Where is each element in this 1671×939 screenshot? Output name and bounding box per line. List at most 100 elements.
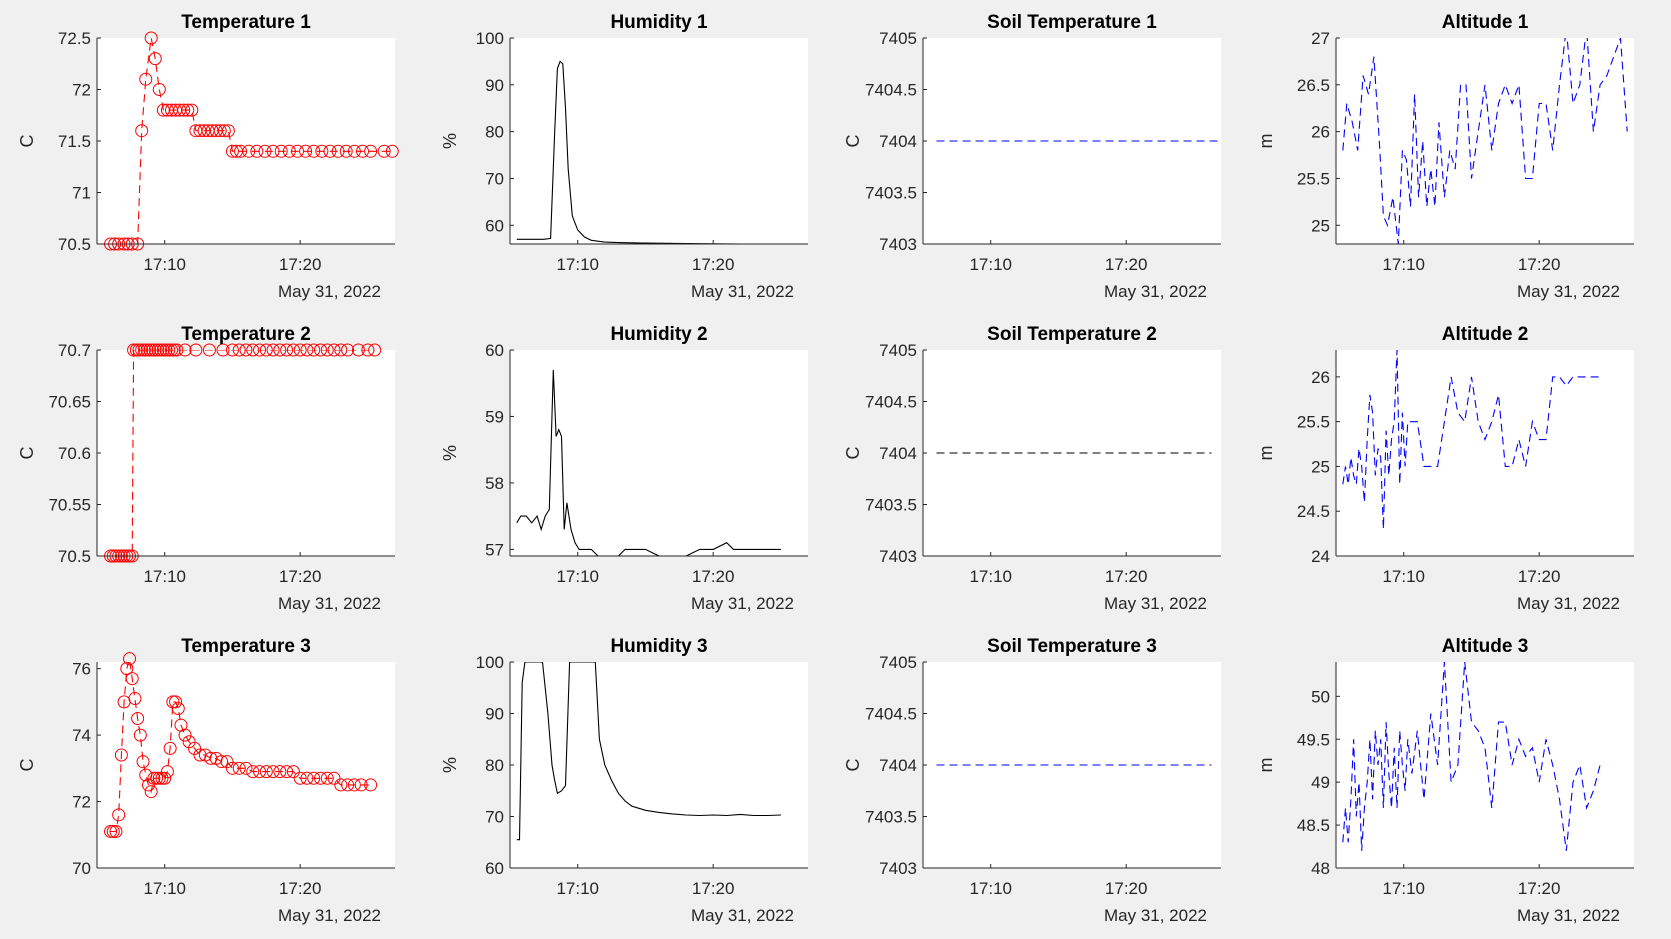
y-tick-label: 90 xyxy=(485,76,504,95)
data-point xyxy=(225,761,239,775)
data-point xyxy=(341,778,355,792)
y-tick-label: 7404 xyxy=(879,444,917,463)
data-point xyxy=(266,343,280,357)
x-date-label: May 31, 2022 xyxy=(1104,594,1207,613)
data-point xyxy=(104,824,118,838)
x-tick-label: 17:10 xyxy=(556,567,599,586)
data-point xyxy=(234,144,248,158)
data-point xyxy=(220,755,234,769)
data-point xyxy=(140,343,154,357)
data-point xyxy=(315,144,329,158)
axes-background xyxy=(1336,38,1634,244)
data-point xyxy=(189,343,203,357)
data-point xyxy=(127,343,141,357)
data-point xyxy=(123,652,137,666)
chart-title: Altitude 2 xyxy=(1442,324,1529,345)
y-tick-label: 70.5 xyxy=(58,235,91,254)
data-point xyxy=(147,771,161,785)
data-point xyxy=(178,343,192,357)
y-axis-label: C xyxy=(843,759,863,772)
y-tick-label: 60 xyxy=(485,859,504,878)
data-point xyxy=(171,702,185,716)
y-axis-label: % xyxy=(440,757,460,773)
subplot-11: 7403 7403.5 7404 7404.5 7405 17:10 17:20 May 31… xyxy=(843,636,1221,925)
x-tick-label: 17:20 xyxy=(1518,879,1561,898)
y-tick-label: 7403 xyxy=(879,547,917,566)
x-date-label: May 31, 2022 xyxy=(278,282,381,301)
y-axis-label: C xyxy=(17,447,37,460)
y-tick-label: 7404.5 xyxy=(865,393,917,412)
x-date-label: May 31, 2022 xyxy=(691,594,794,613)
y-tick-label: 100 xyxy=(476,29,504,48)
chart-title: Soil Temperature 3 xyxy=(987,636,1157,657)
data-point xyxy=(152,771,166,785)
y-tick-label: 70.6 xyxy=(58,444,91,463)
y-tick-label: 25 xyxy=(1311,216,1330,235)
y-tick-label: 25.5 xyxy=(1297,413,1330,432)
y-axis-label: C xyxy=(843,135,863,148)
y-tick-label: 26 xyxy=(1311,123,1330,142)
x-tick-label: 17:10 xyxy=(969,255,1012,274)
x-tick-label: 17:10 xyxy=(143,879,186,898)
data-point xyxy=(273,765,287,779)
data-point xyxy=(131,711,145,725)
x-tick-label: 17:10 xyxy=(1382,879,1425,898)
data-point xyxy=(259,765,273,779)
y-tick-label: 7405 xyxy=(879,29,917,48)
x-tick-label: 17:10 xyxy=(556,255,599,274)
series-line xyxy=(516,369,781,556)
subplot-3: 7403 7403.5 7404 7404.5 7405 17:10 17:20 May 31… xyxy=(843,12,1221,301)
subplot-6: 57 58 59 60 17:10 17:20 May 31, 2022 Humidity 2… xyxy=(440,324,808,613)
y-tick-label: 24.5 xyxy=(1297,502,1330,521)
subplot-9: 70 72 74 76 17:10 17:20 May 31, 2022 Temperatur… xyxy=(17,636,395,925)
y-tick-label: 80 xyxy=(485,756,504,775)
data-point xyxy=(128,692,142,706)
data-point xyxy=(300,343,314,357)
data-point xyxy=(144,785,158,799)
y-tick-label: 24 xyxy=(1311,547,1330,566)
data-point xyxy=(165,343,178,357)
data-point xyxy=(159,343,173,357)
data-point xyxy=(120,662,134,676)
series-line xyxy=(110,662,371,833)
y-tick-label: 25.5 xyxy=(1297,169,1330,188)
axes-background xyxy=(510,350,808,556)
data-point xyxy=(146,343,160,357)
y-tick-label: 71.5 xyxy=(58,132,91,151)
series-line xyxy=(1342,662,1601,851)
data-point xyxy=(152,83,166,96)
y-tick-label: 74 xyxy=(72,726,91,745)
data-point xyxy=(132,343,146,357)
axes-background xyxy=(97,350,395,556)
y-axis-label: C xyxy=(17,759,37,772)
y-axis-label: m xyxy=(1256,446,1276,461)
x-tick-label: 17:10 xyxy=(1382,255,1425,274)
y-tick-label: 70 xyxy=(72,859,91,878)
data-point xyxy=(217,124,231,138)
chart-title: Altitude 1 xyxy=(1442,12,1529,33)
data-point xyxy=(253,343,267,357)
x-date-label: May 31, 2022 xyxy=(1104,282,1207,301)
data-point xyxy=(151,343,165,357)
data-point xyxy=(364,144,378,158)
y-tick-label: 49.5 xyxy=(1297,730,1330,749)
y-tick-label: 60 xyxy=(485,216,504,235)
data-point xyxy=(246,765,260,779)
y-tick-label: 48.5 xyxy=(1297,816,1330,835)
x-tick-label: 17:20 xyxy=(279,255,322,274)
data-point xyxy=(327,343,341,357)
data-point xyxy=(109,824,123,838)
y-tick-label: 7403 xyxy=(879,235,917,254)
y-tick-label: 26 xyxy=(1311,368,1330,387)
y-tick-label: 70.55 xyxy=(48,496,91,515)
data-point xyxy=(293,343,307,357)
x-tick-label: 17:20 xyxy=(1518,255,1561,274)
chart-title: Temperature 1 xyxy=(181,12,311,33)
y-axis-label: C xyxy=(17,135,37,148)
y-tick-label: 70.7 xyxy=(58,341,91,360)
y-tick-label: 71 xyxy=(72,184,91,203)
data-point xyxy=(334,343,348,357)
y-tick-label: 7404 xyxy=(879,132,917,151)
data-point xyxy=(239,761,253,775)
data-point xyxy=(144,31,158,45)
